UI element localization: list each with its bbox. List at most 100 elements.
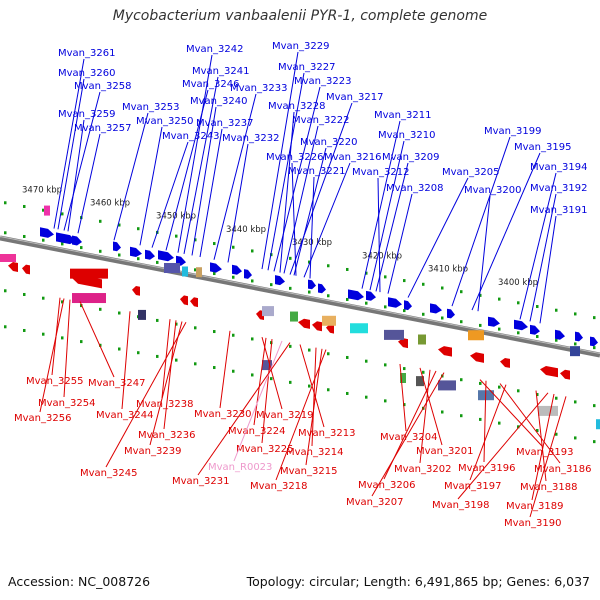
- bottom-gene-leader-line: [163, 320, 177, 430]
- top-gene-label: Mvan_3216: [324, 152, 381, 163]
- bottom-gene-leader-line: [483, 380, 487, 463]
- tick-mark: [422, 312, 425, 316]
- tick-mark: [289, 256, 292, 260]
- bottom-gene-label: Mvan_3201: [416, 446, 473, 457]
- tick-mark: [118, 253, 121, 257]
- top-gene-leader-line: [227, 143, 249, 263]
- forward-gene-arrow: [244, 269, 252, 279]
- top-gene-leader-line: [139, 126, 163, 246]
- bottom-gene-label: Mvan_3254: [38, 398, 95, 409]
- bottom-gene-label: Mvan_3188: [520, 482, 577, 493]
- bottom-gene-leader-line: [39, 298, 65, 413]
- backbone-highlight: [0, 236, 600, 354]
- bottom-gene-label: Mvan_R0023: [208, 462, 272, 473]
- tick-mark: [99, 307, 102, 311]
- tick-mark: [175, 358, 178, 362]
- tick-mark: [574, 400, 577, 404]
- tick-mark: [479, 323, 482, 327]
- top-gene-leader-line: [289, 102, 353, 275]
- top-gene-leader-line: [267, 72, 305, 271]
- reverse-gene-arrow: [180, 295, 188, 306]
- tick-mark: [384, 399, 387, 403]
- top-gene-leader-line: [53, 58, 85, 229]
- tick-mark: [118, 347, 121, 351]
- top-gene-leader-line: [361, 120, 401, 289]
- reverse-gene-arrow: [500, 358, 510, 368]
- inner-reverse-tick-track: [4, 289, 596, 408]
- tick-mark: [403, 367, 406, 371]
- tick-mark: [23, 328, 26, 332]
- forward-gene-arrow: [447, 308, 455, 319]
- top-gene-leader-line: [261, 51, 299, 270]
- bottom-gene-label: Mvan_3206: [358, 480, 415, 491]
- bottom-gene-leader-line: [371, 372, 445, 497]
- accession-text: Accession: NC_008726: [8, 574, 151, 589]
- bottom-gene-label: Mvan_3239: [124, 446, 181, 457]
- tick-mark: [80, 304, 83, 308]
- bottom-gene-leader-line: [121, 311, 131, 410]
- outer-reverse-tick-track: [4, 325, 596, 444]
- top-gene-leader-line: [291, 162, 297, 276]
- feature-block: [384, 329, 404, 340]
- bottom-gene-leader-line: [531, 393, 555, 501]
- tick-mark: [270, 377, 273, 381]
- top-gene-label: Mvan_3261: [58, 48, 115, 59]
- feature-block: [438, 380, 456, 391]
- tick-mark: [346, 267, 349, 271]
- top-gene-label: Mvan_3227: [278, 62, 335, 73]
- tick-mark: [365, 301, 368, 305]
- top-gene-leader-line: [539, 215, 557, 324]
- tick-mark: [327, 264, 330, 268]
- bottom-gene-label: Mvan_3213: [298, 428, 355, 439]
- bottom-gene-leader-line: [457, 392, 549, 500]
- feature-block: [596, 419, 600, 430]
- tick-mark: [308, 348, 311, 352]
- tick-mark: [327, 388, 330, 392]
- bottom-gene-leader-line: [197, 342, 291, 476]
- genome-summary-text: Topology: circular; Length: 6,491,865 bp…: [246, 574, 590, 589]
- tick-mark: [118, 311, 121, 315]
- bottom-gene-label: Mvan_3238: [136, 399, 193, 410]
- top-gene-leader-line: [77, 133, 101, 234]
- forward-gene-arrow: [275, 275, 285, 286]
- bottom-gene-leader-line: [311, 347, 317, 447]
- backbone-line: [0, 235, 600, 358]
- top-gene-leader-line: [151, 141, 189, 248]
- tick-mark: [118, 223, 121, 227]
- inner-forward-tick-track: [4, 231, 596, 350]
- feature-block: [164, 262, 180, 273]
- bottom-gene-label: Mvan_3218: [250, 481, 307, 492]
- top-gene-leader-line: [477, 195, 491, 312]
- bottom-gene-label: Mvan_3190: [504, 518, 561, 529]
- tick-mark: [232, 245, 235, 249]
- tick-mark: [23, 204, 26, 208]
- tick-mark: [308, 260, 311, 264]
- tick-mark: [232, 333, 235, 337]
- tick-mark: [517, 301, 520, 305]
- tick-mark: [460, 320, 463, 324]
- tick-mark: [327, 352, 330, 356]
- tick-mark: [194, 362, 197, 366]
- forward-gene-arrow: [488, 316, 500, 327]
- tick-mark: [479, 381, 482, 385]
- feature-block: [416, 376, 424, 387]
- scale-label: 3440 kbp: [226, 225, 266, 235]
- bottom-gene-label: Mvan_3204: [380, 432, 437, 443]
- tick-mark: [384, 305, 387, 309]
- feature-block: [196, 267, 202, 278]
- bottom-gene-leader-line: [253, 337, 267, 426]
- feature-block: [182, 266, 188, 277]
- top-gene-label: Mvan_3246: [182, 79, 239, 90]
- top-gene-leader-line: [293, 147, 327, 276]
- tick-mark: [23, 234, 26, 238]
- tick-mark: [4, 231, 7, 235]
- scale-label: 3460 kbp: [90, 199, 130, 209]
- reverse-gene-arrow: [560, 369, 570, 380]
- bottom-gene-label: Mvan_3197: [444, 481, 501, 492]
- feature-block: [350, 323, 368, 334]
- tick-mark: [156, 354, 159, 358]
- tick-mark: [574, 436, 577, 440]
- forward-gene-arrow: [348, 289, 364, 301]
- bottom-gene-leader-line: [63, 299, 71, 398]
